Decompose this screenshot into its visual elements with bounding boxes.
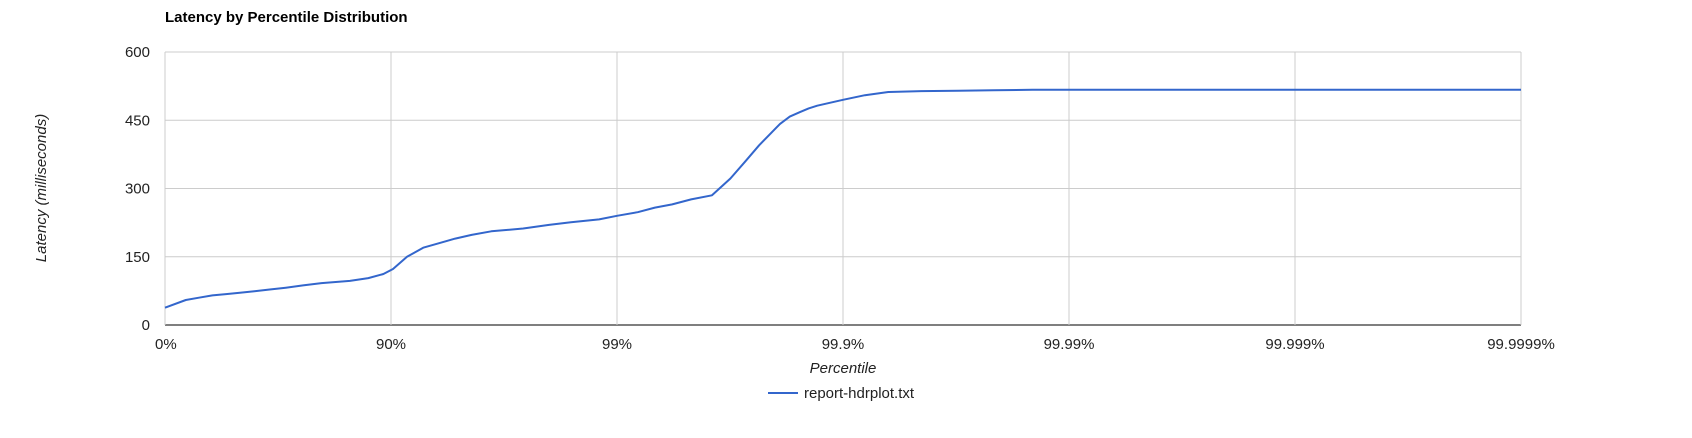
x-tick-label: 99.99% [1044,336,1095,353]
chart-title: Latency by Percentile Distribution [165,9,408,26]
legend: report-hdrplot.txt [768,385,915,402]
gridlines [164,51,1522,326]
x-axis-title: Percentile [810,360,877,377]
x-tick-label: 99.9999% [1487,336,1555,353]
x-tick-label: 0% [155,336,177,353]
legend-label: report-hdrplot.txt [804,385,915,402]
y-tick-label: 0 [142,317,150,334]
x-tick-label: 99% [602,336,632,353]
tick-labels: 0 150 300 450 600 0% 90% 99% 99.9% 99.99% 99.999% 9… [125,44,1555,353]
x-tick-label: 99.999% [1265,336,1324,353]
y-axis-title: Latency (milliseconds) [33,114,50,262]
y-tick-label: 150 [125,249,150,266]
x-tick-label: 99.9% [822,336,865,353]
series-layer [164,88,1521,309]
series-line [164,88,1521,309]
x-tick-label: 90% [376,336,406,353]
y-tick-label: 300 [125,181,150,198]
y-tick-label: 600 [125,44,150,61]
y-tick-label: 450 [125,112,150,129]
